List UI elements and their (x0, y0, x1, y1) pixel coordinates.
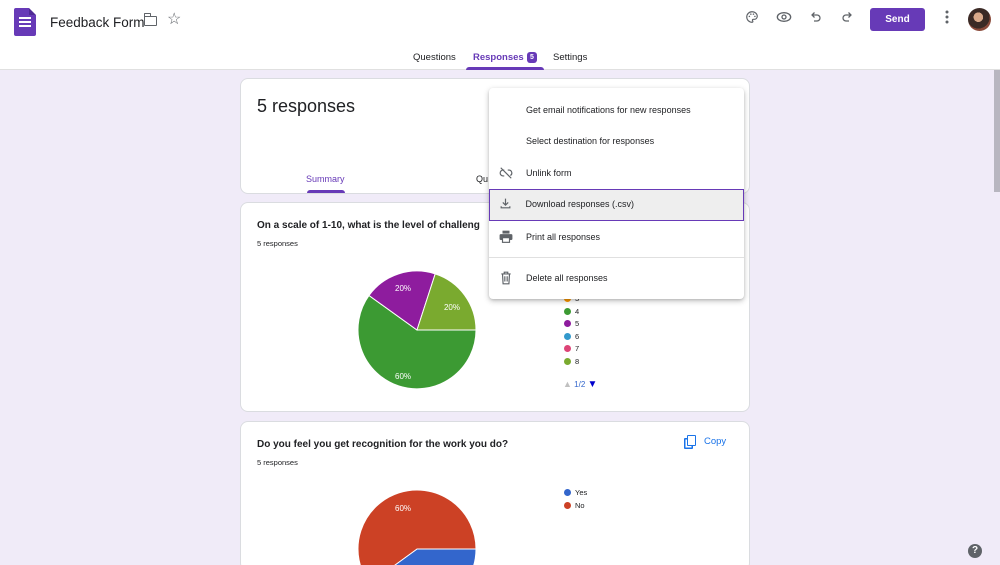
svg-text:60%: 60% (395, 504, 411, 513)
question-response-count: 5 responses (257, 458, 298, 467)
legend-label: 6 (575, 331, 580, 341)
legend-item: 4 (564, 306, 579, 319)
redo-icon[interactable] (836, 10, 858, 28)
account-avatar[interactable] (968, 8, 991, 31)
legend-item: 5 (564, 318, 579, 331)
legend-label: 7 (575, 344, 580, 353)
send-button[interactable]: Send (870, 8, 925, 31)
responses-count-badge: 5 (527, 52, 537, 63)
legend-label: Yes (575, 488, 588, 497)
legend-prev-icon[interactable]: ▲ (563, 379, 572, 389)
copy-label: Copy (704, 436, 727, 447)
trash-icon (499, 271, 513, 285)
legend-item: 6 (564, 331, 579, 344)
menu-item-unlink-form[interactable]: Unlink form (489, 158, 744, 188)
legend-dot-icon (564, 345, 571, 352)
menu-item-select-destination[interactable]: Select destination for responses (489, 126, 744, 156)
response-count-title: 5 responses (257, 96, 356, 116)
subtab-question[interactable]: Qu (476, 174, 489, 184)
legend-dot-icon (564, 501, 571, 509)
legend-item: 8 (564, 356, 579, 369)
legend-dot-icon (564, 357, 571, 365)
legend-next-icon[interactable]: ▼ (587, 379, 598, 390)
app-header: Feedback Form ☆ Send Questions Responses… (0, 0, 1000, 70)
legend-dot-icon (564, 320, 571, 327)
menu-item-label: Get email notifications for new response… (526, 105, 691, 115)
pie-chart: 20% 20% 60% (357, 270, 477, 390)
legend-dot-icon (564, 332, 571, 340)
more-vert-icon[interactable] (936, 10, 958, 28)
menu-item-label: Select destination for responses (526, 136, 655, 146)
subtab-summary[interactable]: Summary (306, 174, 345, 184)
active-subtab-indicator (307, 190, 345, 193)
preview-eye-icon[interactable] (773, 10, 795, 28)
form-title[interactable]: Feedback Form (50, 15, 145, 30)
print-icon (499, 230, 513, 244)
legend-page-indicator: 1/2 (574, 380, 586, 389)
tab-questions[interactable]: Questions (413, 52, 456, 63)
svg-text:20%: 20% (395, 284, 411, 293)
help-icon[interactable]: ? (968, 544, 982, 558)
menu-item-label: Download responses (.csv) (525, 198, 635, 209)
svg-text:20%: 20% (444, 303, 460, 312)
tab-responses[interactable]: Responses (473, 52, 524, 63)
legend-dot-icon (564, 489, 571, 496)
chart-legend: 3 4 5 6 7 8 (564, 293, 579, 368)
menu-item-label: Print all responses (526, 232, 601, 242)
folder-icon[interactable] (143, 13, 157, 26)
unlink-icon (499, 166, 513, 180)
forms-logo-icon[interactable] (14, 8, 36, 36)
copy-icon (687, 435, 696, 446)
star-icon[interactable]: ☆ (167, 11, 182, 28)
copy-chart-button[interactable]: Copy (687, 435, 726, 447)
undo-icon[interactable] (805, 10, 827, 28)
scrollbar-thumb[interactable] (994, 70, 1000, 192)
menu-item-download-csv[interactable]: Download responses (.csv) (489, 189, 744, 221)
legend-item: 7 (564, 343, 579, 356)
palette-icon[interactable] (741, 10, 763, 28)
question-title: Do you feel you get recognition for the … (257, 439, 509, 450)
legend-dot-icon (564, 307, 571, 315)
legend-item: Yes (564, 487, 587, 500)
menu-divider (489, 257, 744, 258)
menu-item-label: Unlink form (526, 168, 572, 178)
menu-item-print-all[interactable]: Print all responses (489, 222, 744, 252)
tab-settings[interactable]: Settings (553, 52, 588, 63)
responses-options-menu: Get email notifications for new response… (489, 88, 744, 299)
legend-pager: ▲ 1/2 ▼ (563, 379, 597, 390)
pie-chart: 60% (357, 489, 477, 565)
question-response-count: 5 responses (257, 239, 298, 248)
legend-item: No (564, 500, 587, 513)
menu-item-delete-all[interactable]: Delete all responses (489, 263, 744, 293)
page-scrollbar[interactable] (994, 70, 1000, 565)
menu-item-label: Delete all responses (526, 273, 608, 283)
main-tabs: Questions Responses 5 Settings (0, 50, 1000, 70)
legend-label: 4 (575, 306, 580, 316)
menu-item-email-notifications[interactable]: Get email notifications for new response… (489, 95, 744, 125)
legend-label: 5 (575, 319, 580, 328)
question-title: On a scale of 1-10, what is the level of… (257, 220, 480, 231)
legend-label: 8 (575, 356, 580, 366)
download-icon (499, 197, 513, 211)
svg-text:60%: 60% (395, 372, 411, 381)
chart-legend: Yes No (564, 487, 587, 512)
question-card: Do you feel you get recognition for the … (240, 421, 750, 565)
active-tab-indicator (466, 67, 544, 70)
legend-label: No (575, 500, 585, 510)
